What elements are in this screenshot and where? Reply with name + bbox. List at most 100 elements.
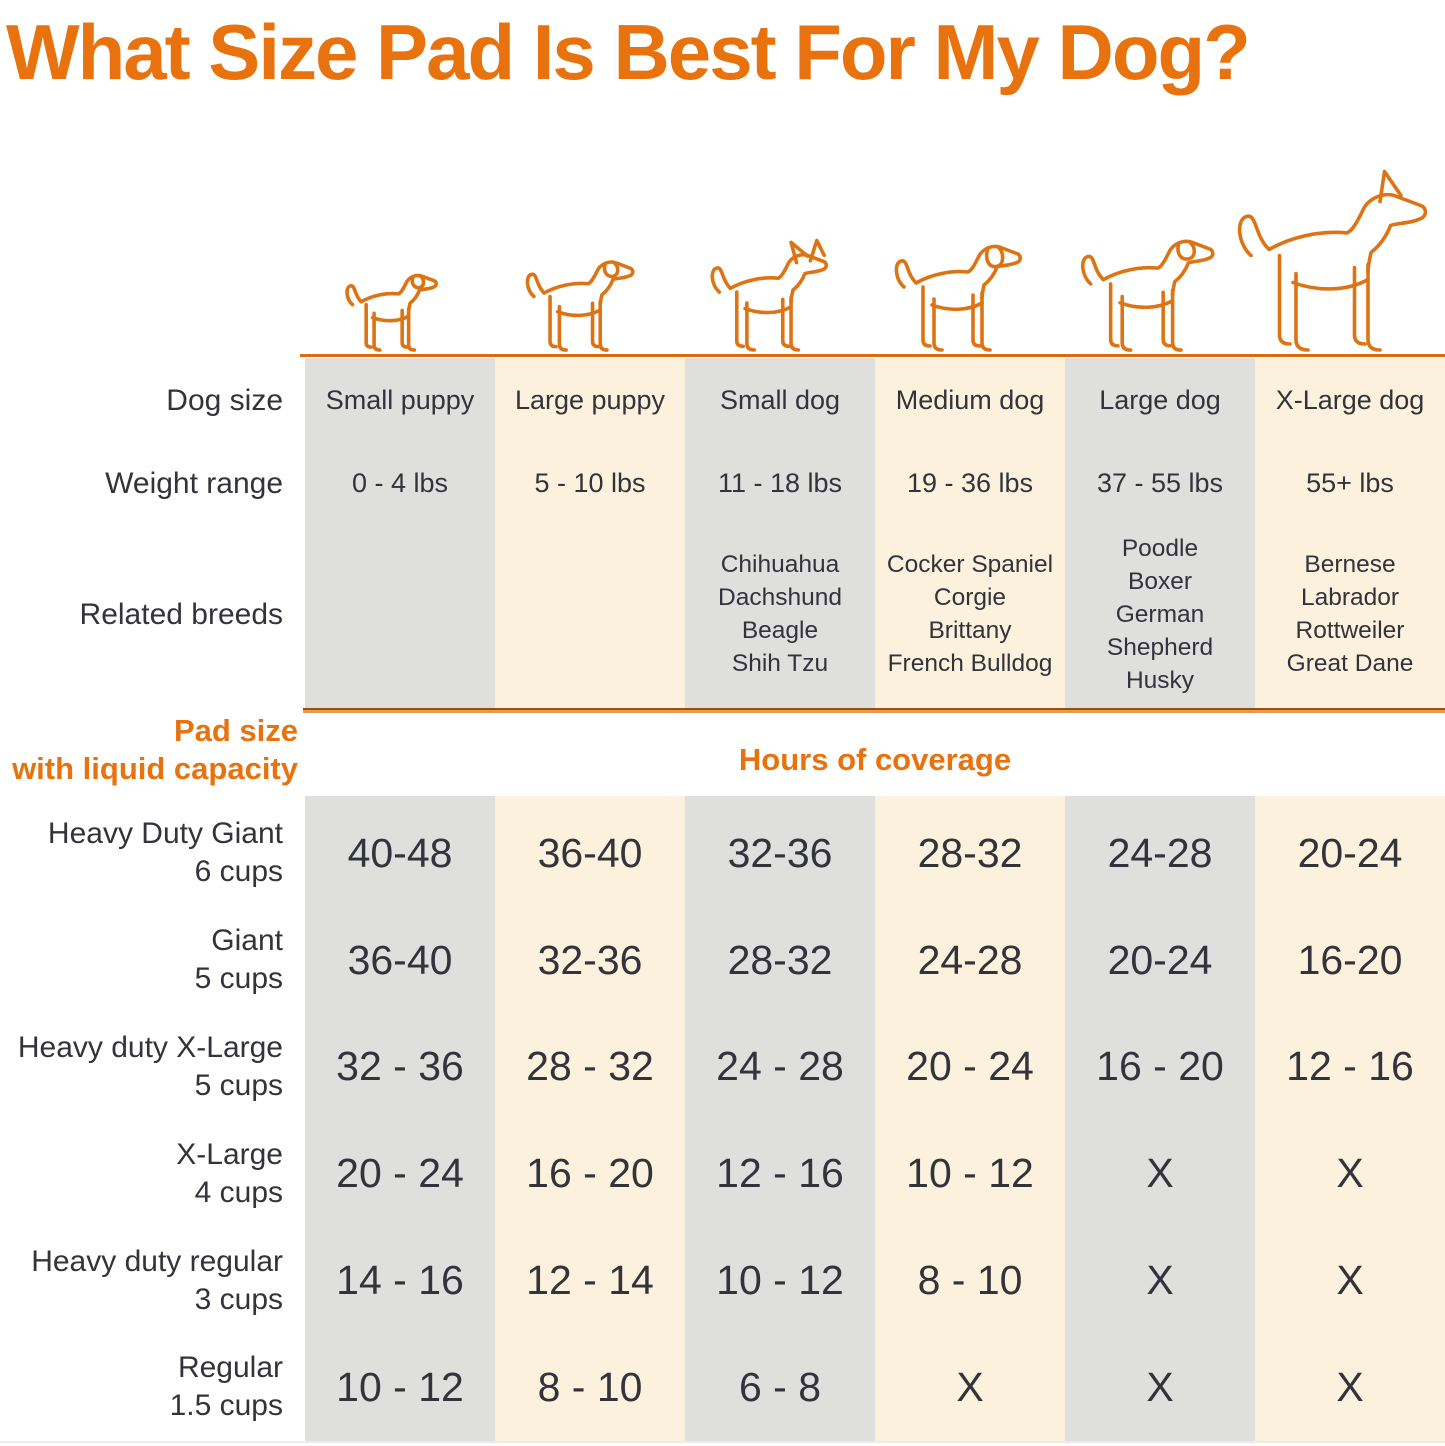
hours-value-cell: 40-48 xyxy=(347,829,453,876)
hours-value-cell: 28-32 xyxy=(727,936,833,983)
hours-value-cell: 28 - 32 xyxy=(526,1043,654,1090)
breeds-list: Bernese Labrador Rottweiler Great Dane xyxy=(1286,551,1414,677)
section-divider-line xyxy=(303,708,1445,710)
x-large-dog-icon xyxy=(1237,169,1428,352)
pad-row: Heavy Duty Giant 6 cups 40-48 36-40 32-36 28-… xyxy=(0,800,1445,907)
hours-value-cell: 6 - 8 xyxy=(738,1363,822,1410)
pad-row: Giant 5 cups 36-40 32-36 28-32 24-28 20-24 16-2… xyxy=(0,907,1445,1014)
weight-range-row-label: Weight range xyxy=(105,466,283,500)
weight-range-value: 0 - 4 lbs xyxy=(351,467,449,498)
weight-range-value: 55+ lbs xyxy=(1306,467,1394,498)
pad-capacity: 6 cups xyxy=(194,855,283,889)
column-background-lower-3 xyxy=(685,796,875,1441)
pad-name: Giant xyxy=(211,924,283,958)
small-dog-icon xyxy=(710,238,829,352)
column-background-lower-5 xyxy=(1065,796,1255,1441)
pad-name: Heavy duty regular xyxy=(31,1244,283,1278)
hours-value-cell: 36-40 xyxy=(347,936,453,983)
pad-row: X-Large 4 cups 20 - 24 16 - 20 12 - 16 10 - 1… xyxy=(0,1120,1445,1227)
pad-capacity: 5 cups xyxy=(194,962,283,996)
hours-value-cell: 24-28 xyxy=(917,936,1023,983)
hours-value-cell: 14 - 16 xyxy=(336,1257,464,1304)
pad-row-label: Heavy duty X-Large 5 cups xyxy=(0,1014,305,1121)
pad-size-header: Pad size with liquid capacity xyxy=(12,713,298,786)
breeds-list xyxy=(305,524,495,704)
column-background-upper-5 xyxy=(1065,358,1255,708)
column-background-upper-1 xyxy=(305,358,495,708)
hours-value-cell: 12 - 16 xyxy=(716,1150,844,1197)
hours-value-cell: 16-20 xyxy=(1297,936,1403,983)
bottom-edge-line xyxy=(0,1441,1445,1443)
hours-value-cell: 20-24 xyxy=(1107,936,1213,983)
hours-value-cell: 20-24 xyxy=(1297,829,1403,876)
hours-value-cell: 10 - 12 xyxy=(336,1363,464,1410)
dog-size-header: Large puppy xyxy=(514,384,666,415)
hours-value-cell: 10 - 12 xyxy=(716,1257,844,1304)
hours-value-cell: 8 - 10 xyxy=(537,1363,643,1410)
pad-name: X-Large xyxy=(176,1137,283,1171)
weight-range-value: 11 - 18 lbs xyxy=(717,467,843,498)
hours-value-cell: 16 - 20 xyxy=(526,1150,654,1197)
column-background-upper-6 xyxy=(1255,358,1445,708)
large-dog-icon xyxy=(1081,239,1215,352)
column-background-lower-2 xyxy=(495,796,685,1441)
hours-value-cell: X xyxy=(1336,1150,1364,1197)
dog-size-header: X-Large dog xyxy=(1275,384,1425,415)
breeds-list: Poodle Boxer German Shepherd Husky xyxy=(1106,534,1214,694)
hours-value-cell: X xyxy=(1146,1257,1174,1304)
hours-of-coverage-header: Hours of coverage xyxy=(738,742,1012,777)
dog-illustrations xyxy=(345,169,1428,352)
weight-range-value: 5 - 10 lbs xyxy=(534,467,646,498)
column-background-upper-2 xyxy=(495,358,685,708)
hours-value-cell: 20 - 24 xyxy=(336,1150,464,1197)
pad-row: Regular 1.5 cups 10 - 12 8 - 10 6 - 8 X X X xyxy=(0,1334,1445,1441)
hours-value-cell: X xyxy=(1146,1150,1174,1197)
breeds-list xyxy=(495,524,685,704)
related-breeds-row-label: Related breeds xyxy=(79,597,283,631)
hours-value-cell: 16 - 20 xyxy=(1096,1043,1224,1090)
hours-value-cell: 32-36 xyxy=(537,936,643,983)
pad-name: Regular xyxy=(177,1351,283,1385)
dog-size-row: Dog size Small puppy Large puppy Small dog… xyxy=(0,370,1445,430)
medium-dog-icon xyxy=(894,244,1023,352)
dog-size-header: Large dog xyxy=(1099,384,1221,415)
pad-row-label: Giant 5 cups xyxy=(0,907,305,1014)
pad-capacity: 4 cups xyxy=(194,1175,283,1209)
hours-value-cell: 24-28 xyxy=(1107,829,1213,876)
pad-row-label: X-Large 4 cups xyxy=(0,1120,305,1227)
pad-row: Heavy duty X-Large 5 cups 32 - 36 28 - 32 24… xyxy=(0,1014,1445,1121)
column-background-upper-4 xyxy=(875,358,1065,708)
pad-name: Heavy Duty Giant xyxy=(47,817,283,851)
hours-value-cell: X xyxy=(956,1363,984,1410)
hours-value-cell: 20 - 24 xyxy=(906,1043,1034,1090)
pad-capacity: 5 cups xyxy=(194,1068,283,1102)
breeds-list: Chihuahua Dachshund Beagle Shih Tzu xyxy=(718,551,842,677)
dog-size-header: Small dog xyxy=(719,384,841,415)
page-title: What Size Pad Is Best For My Dog? xyxy=(6,8,1251,96)
small-puppy-icon xyxy=(345,273,438,352)
related-breeds-row: Related breeds Chihuahua Dachshund Beagl… xyxy=(0,524,1445,704)
hours-value-cell: 32-36 xyxy=(727,829,833,876)
hours-value-cell: 12 - 14 xyxy=(526,1257,654,1304)
column-background-lower-6 xyxy=(1255,796,1445,1441)
hours-value-cell: 10 - 12 xyxy=(906,1150,1034,1197)
dog-size-row-label: Dog size xyxy=(166,383,283,417)
hours-value-cell: X xyxy=(1336,1257,1364,1304)
section-divider-glow xyxy=(303,710,1445,713)
hours-value-cell: 12 - 16 xyxy=(1286,1043,1414,1090)
hours-value-cell: 36-40 xyxy=(537,829,643,876)
column-background-lower-1 xyxy=(305,796,495,1441)
hours-value-cell: 32 - 36 xyxy=(336,1043,464,1090)
dog-size-header: Medium dog xyxy=(895,384,1045,415)
pad-capacity: 1.5 cups xyxy=(169,1389,283,1423)
hours-value-cell: X xyxy=(1146,1363,1174,1410)
weight-range-value: 37 - 55 lbs xyxy=(1096,467,1224,498)
breeds-list: Cocker Spaniel Corgie Brittany French Bu… xyxy=(886,551,1054,677)
column-background-upper-3 xyxy=(685,358,875,708)
hours-value-cell: X xyxy=(1336,1363,1364,1410)
pad-row-label: Heavy Duty Giant 6 cups xyxy=(0,800,305,907)
weight-range-value: 19 - 36 lbs xyxy=(906,467,1034,498)
hours-value-cell: 24 - 28 xyxy=(716,1043,844,1090)
pad-name: Heavy duty X-Large xyxy=(17,1030,283,1064)
